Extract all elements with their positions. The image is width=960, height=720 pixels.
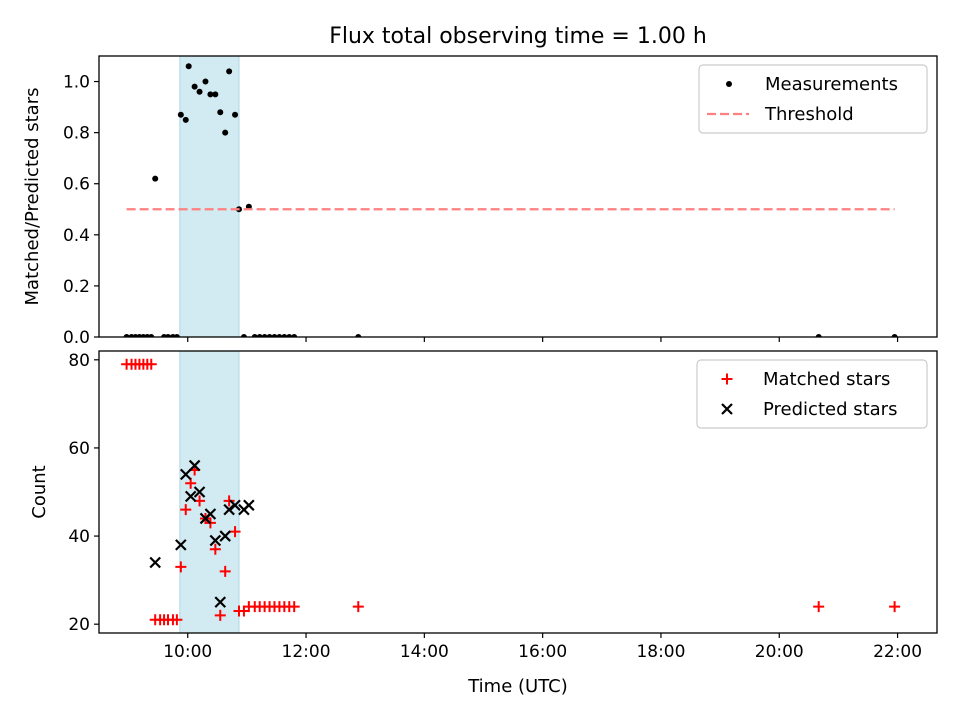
y-tick-label: 20 [68, 615, 90, 635]
data-point [214, 596, 227, 608]
data-point [149, 556, 161, 569]
data-point [191, 83, 198, 90]
data-point [229, 526, 241, 538]
x-tick-label: 22:00 [873, 642, 922, 662]
observing-window-span [179, 55, 240, 338]
legend: Measurements Threshold [698, 64, 928, 134]
data-point [185, 477, 197, 489]
data-point [145, 358, 157, 370]
legend: Matched stars Predicted stars [696, 359, 928, 429]
y-tick-label: 0.2 [63, 277, 90, 297]
data-point [222, 129, 229, 136]
data-point [173, 334, 180, 337]
data-point [271, 334, 278, 337]
data-point [217, 109, 224, 116]
data-point [256, 334, 263, 337]
y-tick-label: 60 [68, 439, 90, 459]
data-point [291, 334, 298, 337]
data-point [180, 504, 192, 516]
y-tick-label: 0.0 [63, 328, 90, 348]
legend-marker [726, 81, 732, 87]
data-point [276, 334, 283, 337]
data-point [207, 91, 214, 98]
x-tick-label: 18:00 [636, 642, 685, 662]
x-axis-label: Time (UTC) [467, 676, 568, 697]
bottom-panel: 20 40 60 80 10:00 12:00 14:00 16:00 18:00 20:00 22… [29, 350, 938, 662]
plot-area [123, 63, 898, 337]
data-point [219, 565, 231, 577]
data-point [266, 334, 273, 337]
y-tick-label: 0.4 [63, 226, 90, 246]
data-point [889, 601, 901, 613]
data-point [223, 495, 235, 507]
data-point [240, 334, 247, 337]
data-point [815, 334, 822, 337]
data-point [165, 334, 172, 337]
y-axis-label: Count [29, 465, 50, 518]
data-point [251, 334, 258, 337]
legend-label: Predicted stars [763, 399, 897, 420]
y-tick-label: 1.0 [63, 73, 90, 93]
data-point [148, 334, 155, 337]
legend-label: Threshold [764, 104, 854, 125]
data-point [182, 116, 189, 123]
data-point [175, 561, 187, 573]
x-tick-label: 16:00 [518, 642, 567, 662]
data-point [196, 88, 203, 95]
data-point [193, 486, 206, 498]
legend-box [696, 359, 928, 429]
data-point [209, 534, 222, 547]
y-tick-label: 0.8 [63, 124, 90, 144]
data-point [171, 614, 183, 626]
y-tick-label: 0.6 [63, 175, 90, 195]
data-point [212, 91, 219, 98]
top-panel: 0.0 0.2 0.4 0.6 0.8 1.0 Matched/Predicted star… [22, 55, 938, 348]
data-point [177, 111, 184, 118]
plot-area [121, 358, 901, 626]
axes-frame [98, 55, 938, 338]
data-point [232, 111, 239, 118]
data-point [288, 601, 300, 613]
data-point [243, 499, 255, 511]
legend-label: Measurements [765, 74, 898, 95]
data-point [355, 334, 362, 337]
data-point [188, 459, 201, 472]
data-point [184, 490, 197, 503]
figure-title: Flux total observing time = 1.00 h [329, 24, 707, 49]
data-point [123, 334, 130, 337]
axes-frame [98, 350, 938, 634]
data-point [813, 601, 825, 613]
data-point [281, 334, 288, 337]
data-point [891, 334, 898, 337]
series-matched-stars [121, 358, 901, 626]
data-point [226, 68, 233, 75]
x-tick-label: 10:00 [163, 642, 212, 662]
data-point [352, 601, 364, 613]
y-tick-label: 80 [68, 351, 90, 371]
y-tick-label: 40 [68, 527, 90, 547]
data-point [175, 539, 187, 551]
data-point [261, 334, 268, 337]
x-tick-label: 14:00 [400, 642, 449, 662]
data-point [185, 63, 192, 70]
data-point [204, 508, 217, 520]
legend-label: Matched stars [763, 369, 890, 390]
x-tick-label: 20:00 [755, 642, 804, 662]
data-point [229, 499, 241, 511]
observing-window-span [179, 350, 240, 634]
x-tick-label: 12:00 [282, 642, 331, 662]
data-point [209, 543, 221, 555]
legend-marker [721, 373, 733, 385]
data-point [179, 468, 192, 481]
y-axis-label: Matched/Predicted stars [22, 88, 43, 306]
legend-box [698, 64, 928, 134]
data-point [152, 175, 159, 182]
series-predicted-stars [149, 459, 255, 608]
data-point [219, 530, 231, 542]
data-point [214, 609, 226, 621]
data-point [202, 78, 209, 85]
legend-marker [721, 403, 733, 415]
data-point [286, 334, 293, 337]
